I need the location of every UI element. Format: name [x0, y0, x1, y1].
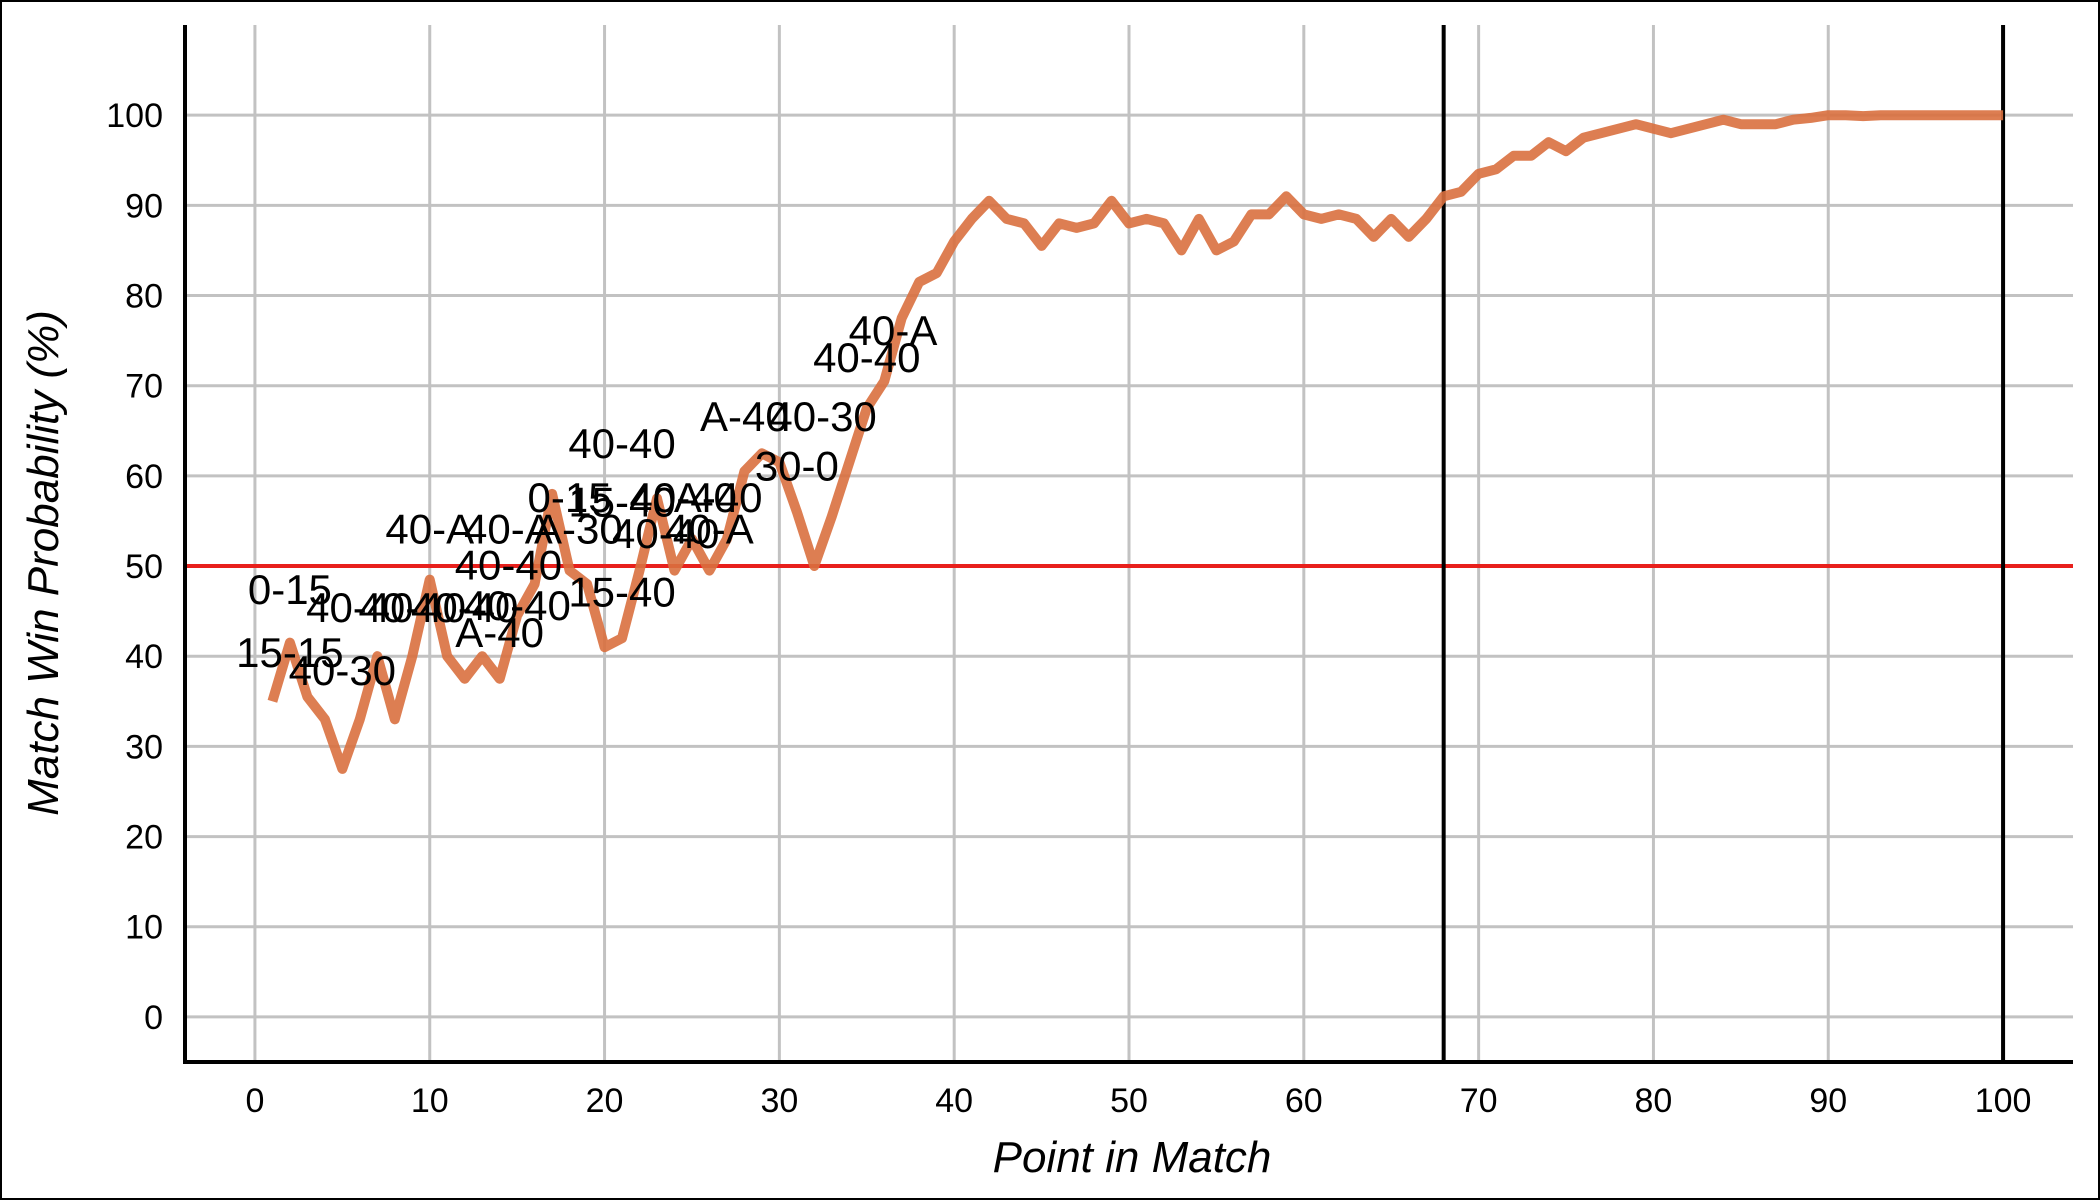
- x-tick-label: 100: [1975, 1082, 2032, 1120]
- y-tick-label: 10: [125, 909, 163, 947]
- score-annotation: 40-40: [455, 542, 562, 589]
- y-tick-label: 0: [144, 999, 163, 1037]
- x-tick-label: 90: [1809, 1082, 1847, 1120]
- axes: [183, 25, 2073, 1064]
- score-annotation: 40-30: [289, 647, 396, 694]
- win-probability-line: [267, 110, 2004, 774]
- score-annotation: 40-A: [665, 506, 754, 553]
- score-annotation: 40-A: [385, 506, 474, 553]
- score-annotation: 40-40: [612, 510, 719, 557]
- x-tick-label: 10: [411, 1082, 449, 1120]
- score-annotation: 15-40: [568, 478, 675, 525]
- x-axis-title: Point in Match: [993, 1133, 1272, 1182]
- score-annotation: 40-A: [464, 506, 553, 553]
- score-annotation: 40-40: [306, 584, 413, 631]
- x-tick-label: 40: [935, 1082, 973, 1120]
- x-tick-label: 80: [1635, 1082, 1673, 1120]
- y-tick-label: 70: [125, 368, 163, 406]
- score-annotation: 0-15: [248, 566, 332, 613]
- score-annotation: A-30: [534, 506, 623, 553]
- score-annotation: A-40: [455, 609, 544, 656]
- y-tick-label: 50: [125, 548, 163, 586]
- x-tick-label: 30: [760, 1082, 798, 1120]
- vertical-marker-lines: [1441, 25, 2006, 1062]
- score-annotation: 40-A: [849, 307, 938, 354]
- score-annotation: 40-30: [769, 393, 876, 440]
- x-tick-labels: 0 10 20 30 40 50 60 70 80 90 100: [245, 1082, 2031, 1120]
- score-annotation: 40-40: [359, 584, 466, 631]
- y-tick-label: 60: [125, 458, 163, 496]
- score-annotations: 0-1515-1540-3040-4040-4040-40A-4040-4040…: [236, 307, 937, 694]
- score-annotation: 0-15: [528, 474, 612, 521]
- score-annotation: A-40: [700, 393, 789, 440]
- y-tick-label: 100: [106, 97, 163, 135]
- score-annotation: 40-40: [630, 474, 737, 521]
- score-annotation: 40-40: [411, 584, 518, 631]
- x-tick-label: 0: [245, 1082, 264, 1120]
- y-tick-label: 20: [125, 819, 163, 857]
- score-annotation: A-40: [674, 474, 763, 521]
- y-tick-label: 80: [125, 278, 163, 316]
- y-tick-label: 30: [125, 728, 163, 766]
- score-annotation: 40-40: [813, 334, 920, 381]
- x-tick-label: 60: [1285, 1082, 1323, 1120]
- score-annotation: 30-0: [755, 442, 839, 489]
- x-tick-label: 50: [1110, 1082, 1148, 1120]
- x-tick-label: 20: [586, 1082, 624, 1120]
- x-tick-label: 70: [1460, 1082, 1498, 1120]
- grid-lines: [185, 25, 2073, 1062]
- score-annotation: 15-40: [568, 569, 675, 616]
- y-tick-label: 90: [125, 187, 163, 225]
- score-annotation: 40-40: [463, 582, 570, 629]
- y-tick-labels: 0 10 20 30 40 50 60 70 80 90 100: [106, 97, 163, 1037]
- y-axis-title: Match Win Probability (%): [19, 310, 68, 816]
- y-tick-label: 40: [125, 638, 163, 676]
- score-annotation: 15-15: [236, 629, 343, 676]
- score-annotation: 40-40: [568, 420, 675, 467]
